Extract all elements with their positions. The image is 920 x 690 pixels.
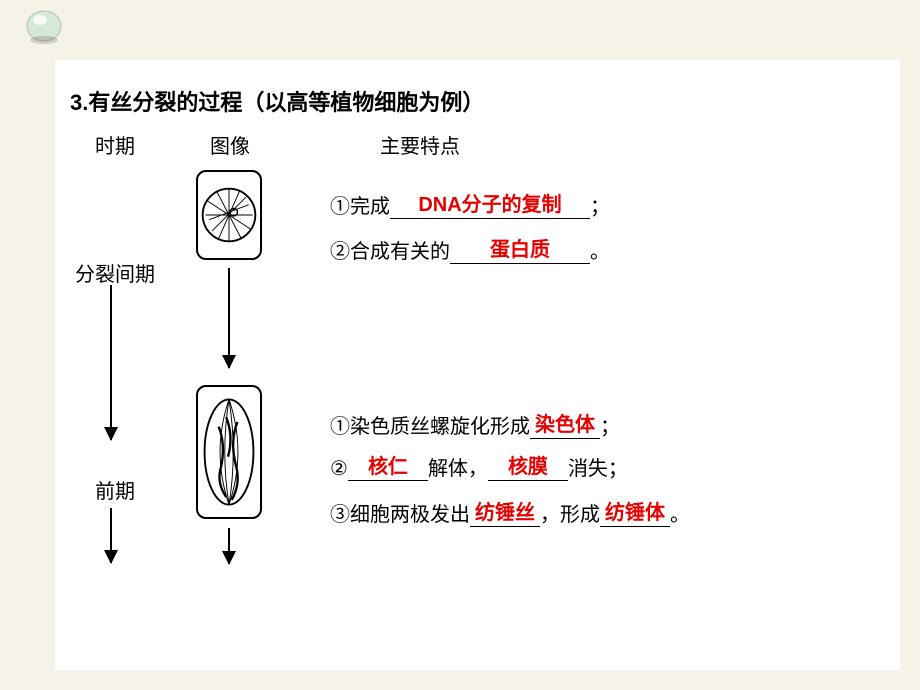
- flow-arrow-icon: [110, 508, 112, 563]
- column-header-features: 主要特点: [380, 130, 460, 159]
- interphase-feature-2: ②合成有关的蛋白质。: [330, 235, 610, 264]
- prophase-feature-3: ③细胞两极发出纺锤丝，形成纺锤体。: [330, 498, 690, 527]
- flow-arrow-icon: [228, 528, 230, 564]
- interphase-feature-1: ①完成DNA分子的复制；: [330, 190, 610, 219]
- column-header-image: 图像: [210, 130, 250, 159]
- jewel-icon: [22, 2, 66, 46]
- prophase-feature-2: ②核仁解体，核膜消失；: [330, 452, 628, 481]
- prophase-feature-1: ①染色质丝螺旋化形成染色体；: [330, 410, 620, 439]
- flow-arrow-icon: [110, 285, 112, 440]
- section-title: 3.有丝分裂的过程（以高等植物细胞为例）: [70, 85, 484, 117]
- phase-interphase-label: 分裂间期: [75, 258, 155, 287]
- content-panel: [55, 60, 900, 670]
- phase-prophase-label: 前期: [95, 475, 135, 504]
- flow-arrow-icon: [228, 268, 230, 368]
- cell-diagram-interphase: [196, 170, 262, 260]
- column-header-period: 时期: [95, 130, 135, 159]
- cell-diagram-prophase: [196, 385, 262, 519]
